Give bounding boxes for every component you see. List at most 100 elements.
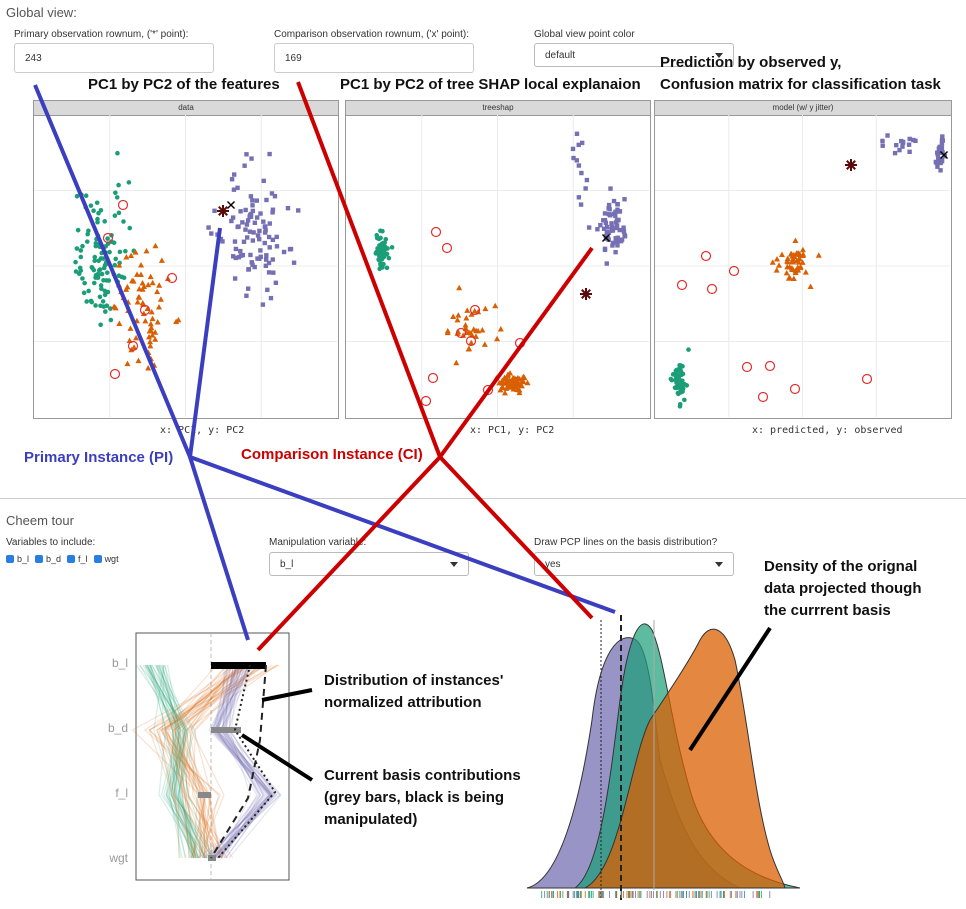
scatter-point bbox=[774, 255, 781, 262]
scatter-point bbox=[249, 260, 254, 265]
scatter-point bbox=[250, 208, 256, 214]
scatter-point bbox=[250, 198, 255, 203]
pcp-axis-wgt: wgt bbox=[108, 851, 128, 865]
scatter-point bbox=[270, 210, 275, 215]
scatter-point bbox=[906, 142, 912, 147]
scatter-point bbox=[603, 220, 609, 226]
scatter-point bbox=[807, 283, 814, 290]
scatter-point bbox=[615, 243, 620, 248]
primary-observation-input[interactable]: 243 bbox=[14, 43, 214, 73]
scatter-point bbox=[794, 264, 801, 270]
scatter-point bbox=[672, 385, 678, 390]
chevron-down-icon bbox=[715, 562, 723, 567]
pcp-instance-line bbox=[161, 664, 191, 859]
annotation-basis-2: (grey bars, black is being bbox=[324, 789, 505, 806]
misclassified-ring bbox=[789, 383, 801, 395]
misclassified-ring bbox=[764, 360, 776, 372]
scatter-point bbox=[254, 215, 260, 220]
pcp-instance-line bbox=[139, 664, 190, 859]
scatter-point bbox=[263, 228, 268, 233]
pcp-instance-line bbox=[135, 664, 186, 859]
comparison-observation-label: Comparison observation rownum, ('x' poin… bbox=[274, 29, 470, 40]
pcp-instance-line bbox=[165, 664, 250, 859]
scatter-point bbox=[236, 224, 241, 229]
scatter-point bbox=[212, 208, 217, 214]
checkbox-label: wgt bbox=[104, 554, 119, 564]
scatter-point bbox=[815, 252, 822, 258]
checkbox-f-l[interactable]: f_l bbox=[67, 554, 88, 564]
scatter-point bbox=[601, 226, 607, 231]
scatter-point bbox=[262, 240, 267, 246]
pcp-instance-line bbox=[168, 664, 267, 859]
scatter-point bbox=[907, 136, 912, 142]
scatter-point bbox=[602, 211, 608, 216]
scatter-point bbox=[266, 270, 272, 275]
pcp-instance-line bbox=[145, 664, 195, 859]
scatter-point bbox=[570, 146, 576, 152]
pcp-instance-line bbox=[131, 664, 253, 859]
scatter-point bbox=[245, 235, 250, 240]
pcp-instance-line bbox=[146, 664, 207, 859]
misclassified-ring bbox=[728, 265, 740, 277]
scatter-point bbox=[285, 206, 291, 211]
annotation-density-1: Density of the orignal bbox=[764, 558, 918, 575]
misclassified-ring bbox=[741, 361, 753, 373]
pcp-instance-line bbox=[155, 664, 200, 859]
pcp-instance-line bbox=[156, 664, 246, 859]
scatter-point bbox=[250, 203, 255, 208]
scatter-point bbox=[788, 264, 795, 271]
scatter-point bbox=[601, 218, 606, 223]
scatter-point bbox=[885, 133, 890, 138]
pcp-instance-line bbox=[157, 664, 211, 859]
scatter-point bbox=[263, 257, 269, 262]
checkbox-wgt[interactable]: wgt bbox=[93, 554, 119, 564]
pcp-instance-line bbox=[164, 664, 245, 859]
annotation-basis-1: Current basis contributions bbox=[324, 767, 521, 784]
pcp-axis-b-l: b_l bbox=[112, 656, 128, 670]
pcp-axis-f-l: f_l bbox=[115, 786, 128, 800]
pcp-instance-line bbox=[163, 664, 228, 859]
scatter-point bbox=[609, 221, 614, 226]
pcp-instance-line bbox=[160, 664, 248, 859]
comparison-observation-input[interactable]: 169 bbox=[274, 43, 474, 73]
pcp-instance-line bbox=[212, 664, 265, 859]
scatter-point bbox=[785, 275, 792, 281]
scatter-point bbox=[236, 255, 242, 260]
scatter-point bbox=[796, 255, 803, 261]
pcp-instance-line bbox=[149, 664, 199, 859]
comparison-point-cross bbox=[601, 233, 611, 243]
scatter-point bbox=[262, 230, 268, 235]
pcp-axis-b-d: b_d bbox=[108, 721, 128, 735]
scatter-point bbox=[793, 250, 800, 256]
pcp-instance-line bbox=[144, 664, 195, 859]
scatter-point bbox=[235, 185, 240, 190]
scatter-point bbox=[264, 197, 269, 203]
checkbox-b-d[interactable]: b_d bbox=[35, 554, 61, 564]
scatter-point bbox=[602, 247, 608, 253]
scatter-point bbox=[615, 202, 620, 207]
annotation-prediction-2: Confusion matrix for classification task bbox=[660, 76, 941, 93]
scatter-point bbox=[678, 369, 683, 375]
pcp-instance-line bbox=[146, 664, 218, 859]
scatter-point bbox=[907, 149, 912, 155]
scatter-point bbox=[617, 238, 622, 244]
scatter-point bbox=[254, 198, 260, 203]
ci-pcp-line bbox=[210, 664, 267, 859]
point-color-select[interactable]: default bbox=[534, 43, 734, 67]
scatter-point bbox=[281, 249, 287, 255]
annotation-distribution-2: normalized attribution bbox=[324, 694, 482, 711]
pcp-instance-line bbox=[144, 664, 198, 859]
checkbox-b-l[interactable]: b_l bbox=[6, 554, 29, 564]
scatter-point bbox=[268, 295, 274, 301]
scatter-point bbox=[606, 202, 612, 208]
scatter-point bbox=[937, 158, 942, 163]
scatter-point bbox=[232, 239, 238, 244]
scatter-point bbox=[799, 259, 806, 265]
pcp-instance-line bbox=[161, 664, 266, 859]
scatter-point bbox=[680, 386, 686, 391]
pcp-instance-line bbox=[176, 664, 258, 859]
scatter-point bbox=[249, 156, 254, 161]
scatter-point bbox=[802, 269, 809, 275]
scatter-point bbox=[246, 267, 252, 272]
scatter-point bbox=[617, 227, 622, 233]
